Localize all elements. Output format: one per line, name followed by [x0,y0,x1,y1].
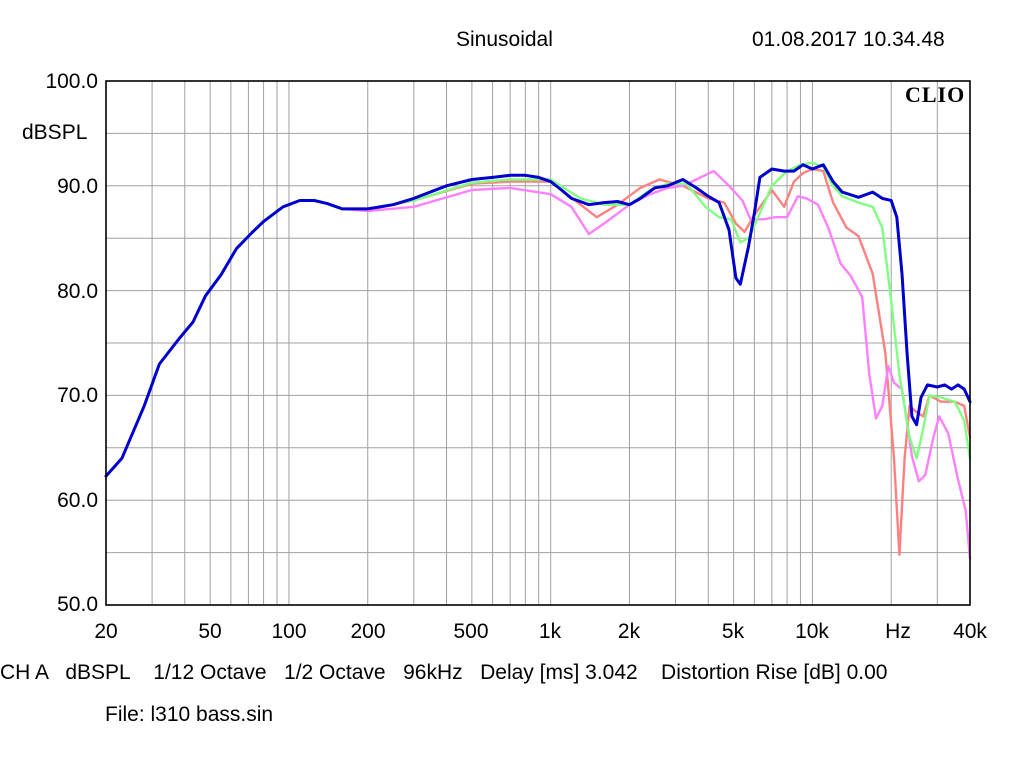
x-tick-label: 100 [271,620,307,643]
data-series [104,161,972,561]
y-tick-label: 50.0 [57,593,98,616]
x-tick-label: 40k [953,620,987,643]
x-axis-unit-label: Hz [885,620,911,643]
measurement-status-line: CH A dBSPL 1/12 Octave 1/2 Octave 96kHz … [0,661,888,684]
timestamp: 01.08.2017 10.34.48 [752,28,945,51]
x-tick-label: 5k [721,620,745,643]
y-tick-label: 100.0 [45,70,98,93]
series-line [341,169,972,561]
x-tick-label: 50 [198,620,222,643]
series-line [341,161,972,460]
x-tick-label: 500 [453,620,489,643]
series-line [104,163,972,478]
y-tick-label: 60.0 [57,489,98,512]
y-gridlines [106,132,970,554]
clio-logo: CLIO [905,82,966,107]
y-tick-label: 70.0 [57,384,98,407]
plot-frame [105,80,971,606]
x-tick-label: 10k [795,620,829,643]
file-name: File: l310 bass.sin [105,703,274,726]
x-tick-label: 200 [350,620,386,643]
series-line [341,167,972,556]
y-tick-label: 90.0 [57,175,98,198]
x-tick-label: 2k [617,620,641,643]
chart-title: Sinusoidal [456,28,553,51]
y-tick-label: 80.0 [57,280,98,303]
y-axis-unit-label: dBSPL [22,121,88,144]
x-tick-label: 20 [94,620,118,643]
x-tick-label: 1k [538,620,562,643]
